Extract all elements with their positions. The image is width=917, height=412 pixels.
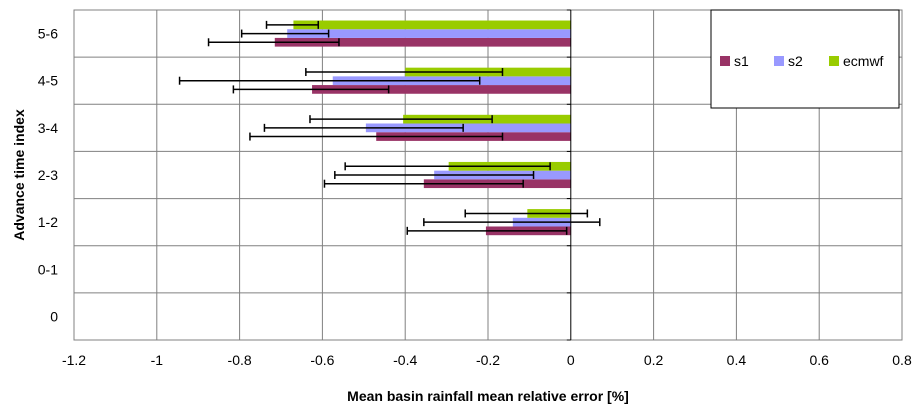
error-bar [464, 209, 589, 218]
error-bar [406, 226, 568, 235]
legend-swatch [774, 56, 784, 66]
y-tick-label: 0 [50, 308, 58, 324]
x-tick-label: -0.2 [476, 352, 500, 368]
y-tick-label: 2-3 [38, 167, 58, 183]
x-tick-label: -1.2 [62, 352, 86, 368]
legend-box [710, 9, 900, 109]
error-bar [334, 171, 535, 179]
axes [566, 9, 572, 341]
error-bar [305, 68, 504, 77]
x-tick-label: -0.4 [393, 352, 417, 368]
y-tick-labels: 0 0-1 1-2 2-3 3-4 4-5 5-6 [38, 26, 58, 325]
x-tick-labels: -1.2 -1 -0.8 -0.6 -0.4 -0.2 0 0.2 0.4 0.6 0.8 [62, 352, 912, 368]
y-axis-title: Advance time index [11, 109, 27, 241]
error-bar [249, 132, 504, 141]
x-tick-label: 0.6 [809, 352, 829, 368]
error-bar [178, 76, 481, 85]
bar [287, 29, 571, 38]
legend-items: s1 s2 ecmwf [720, 53, 884, 69]
error-bar [240, 29, 330, 38]
legend-label: s1 [734, 53, 749, 69]
legend: s1 s2 ecmwf [710, 9, 900, 109]
y-tick-label: 0-1 [38, 261, 58, 277]
bar [312, 85, 571, 94]
error-bar [323, 179, 524, 188]
legend-item: ecmwf [829, 53, 884, 69]
error-bar [263, 123, 464, 132]
x-axis-title: Mean basin rainfall mean relative error … [347, 388, 629, 404]
error-bar [232, 85, 390, 94]
x-tick-label: 0 [567, 352, 575, 368]
bar [274, 37, 571, 47]
bar [365, 123, 571, 133]
x-tick-label: 0.8 [892, 352, 912, 368]
legend-swatch [829, 56, 839, 66]
error-bar [309, 115, 493, 124]
error-bar [344, 162, 551, 171]
x-tick-label: -0.6 [310, 352, 334, 368]
error-bar [207, 38, 340, 47]
x-tick-label: -0.8 [228, 352, 252, 368]
y-tick-label: 1-2 [38, 214, 58, 230]
x-tick-label: 0.2 [644, 352, 664, 368]
error-bar [265, 20, 320, 29]
x-tick-label: -1 [151, 352, 164, 368]
bar [293, 20, 571, 30]
y-tick-label: 5-6 [38, 26, 58, 42]
y-tick-label: 3-4 [38, 120, 58, 136]
legend-item: s2 [774, 53, 803, 69]
legend-swatch [720, 56, 730, 66]
legend-item: s1 [720, 53, 749, 69]
legend-label: ecmwf [843, 53, 884, 69]
y-tick-label: 4-5 [38, 73, 58, 89]
legend-label: s2 [788, 53, 803, 69]
x-tick-label: 0.4 [727, 352, 747, 368]
